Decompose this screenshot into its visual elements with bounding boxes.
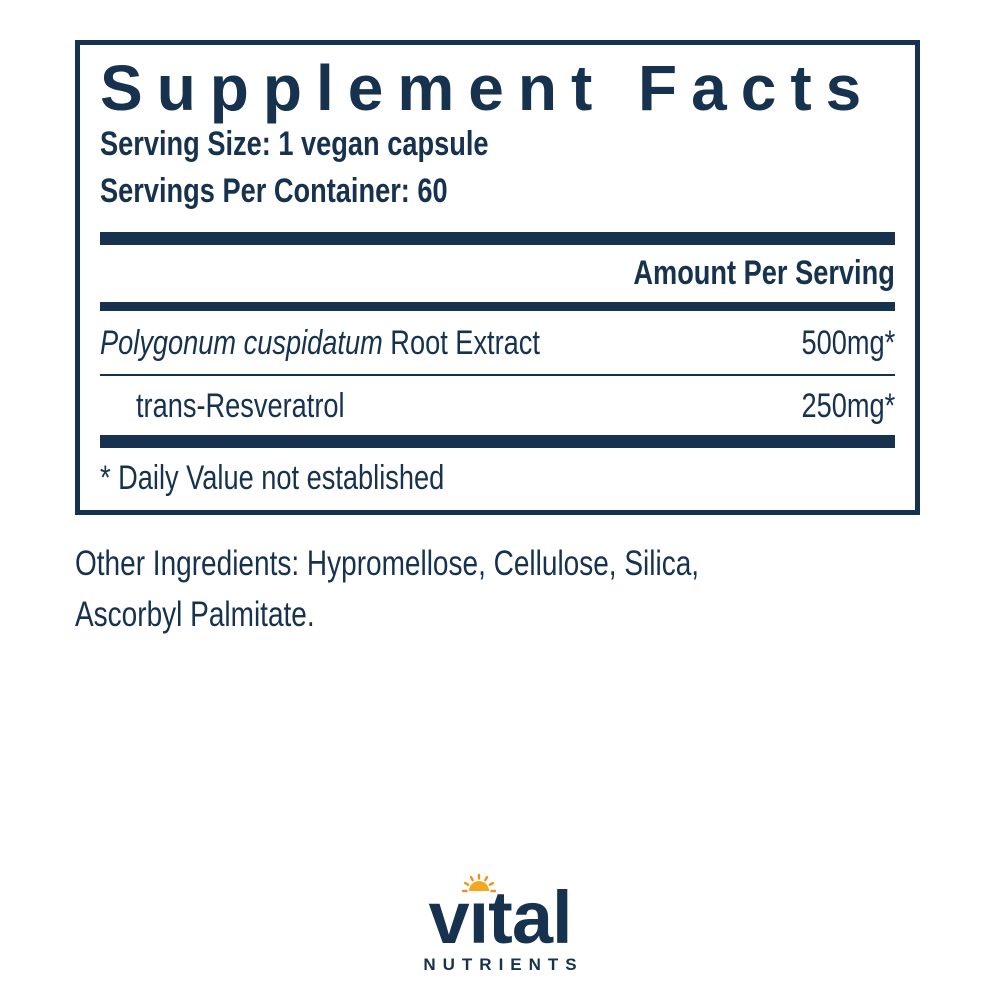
panel-title: Supplement Facts <box>100 52 876 124</box>
logo-letter-i: i <box>461 873 496 955</box>
table-row: trans-Resveratrol 250mg* <box>100 376 895 435</box>
ingredient-amount: 250mg* <box>801 387 895 425</box>
row-divider <box>100 374 895 376</box>
medium-rule <box>100 302 895 311</box>
logo-letter-v: v <box>428 876 469 959</box>
other-ingredients-paragraph: Other Ingredients: Hypromellose, Cellulo… <box>75 538 855 640</box>
table-row: Polygonum cuspidatum Root Extract 500mg* <box>100 311 895 374</box>
logo-subtext: NUTRIENTS <box>423 955 584 974</box>
other-ingredients-line: Other Ingredients: Hypromellose, Cellulo… <box>75 544 700 583</box>
serving-size-text: Serving Size: 1 vegan capsule <box>100 125 489 163</box>
other-ingredients-line: Ascorbyl Palmitate. <box>75 595 315 634</box>
rising-sun-icon <box>461 873 496 893</box>
daily-value-footnote-text: * Daily Value not established <box>100 459 445 497</box>
ingredient-name: trans-Resveratrol <box>136 387 345 425</box>
daily-value-footnote: * Daily Value not established <box>100 448 895 499</box>
ingredient-common-name: Root Extract <box>382 324 540 362</box>
vital-nutrients-logo: vi tal NUTRIENTS <box>0 873 1000 975</box>
thick-rule-top <box>100 232 895 245</box>
thick-rule-bottom <box>100 435 895 448</box>
ingredient-amount: 500mg* <box>801 324 895 362</box>
amount-per-serving-text: Amount Per Serving <box>633 254 895 292</box>
supplement-facts-panel: Supplement Facts Serving Size: 1 vegan c… <box>75 40 920 515</box>
servings-per-container-line: Servings Per Container: 60 <box>100 168 895 215</box>
amount-per-serving-header: Amount Per Serving <box>100 245 895 302</box>
ingredient-latin-name: Polygonum cuspidatum <box>100 324 383 362</box>
ingredient-name: Polygonum cuspidatum Root Extract <box>100 323 650 363</box>
logo-wordmark: vi tal <box>428 873 573 955</box>
servings-per-container-text: Servings Per Container: 60 <box>100 172 448 210</box>
serving-size-line: Serving Size: 1 vegan capsule <box>100 121 895 168</box>
logo-letters-tal: tal <box>488 876 572 959</box>
